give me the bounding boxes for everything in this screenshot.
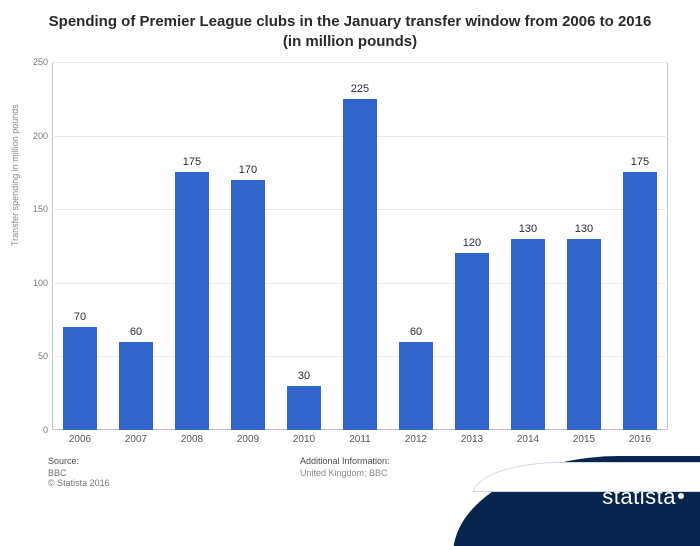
y-tick-label: 100 (28, 278, 48, 288)
x-tick-label: 2010 (276, 434, 332, 445)
bar-value-label: 175 (623, 156, 658, 168)
source-value: BBC (48, 468, 110, 478)
x-tick-label: 2016 (612, 434, 668, 445)
bar-value-label: 70 (63, 311, 98, 323)
x-tick-label: 2015 (556, 434, 612, 445)
bar-value-label: 175 (175, 156, 210, 168)
bar: 170 (231, 180, 266, 430)
y-tick-label: 50 (28, 351, 48, 361)
y-tick-label: 0 (28, 425, 48, 435)
bar: 30 (287, 386, 322, 430)
logo-dot-icon (678, 493, 684, 499)
x-tick-label: 2006 (52, 434, 108, 445)
bar-value-label: 170 (231, 164, 266, 176)
bar: 130 (567, 239, 602, 430)
x-tick-label: 2012 (388, 434, 444, 445)
additional-info-value: United Kingdom; BBC (300, 468, 390, 478)
x-tick-label: 2008 (164, 434, 220, 445)
bars-container: 70601751703022560120130130175 (52, 62, 668, 430)
y-axis-label: Transfer spending in million pounds (10, 104, 20, 246)
bar: 175 (623, 172, 658, 430)
bar: 70 (63, 327, 98, 430)
bar: 175 (175, 172, 210, 430)
x-tick-label: 2007 (108, 434, 164, 445)
additional-info-footer: Additional Information: United Kingdom; … (300, 456, 390, 478)
bar: 60 (119, 342, 154, 430)
bar: 60 (399, 342, 434, 430)
source-label: Source: (48, 456, 110, 466)
bar-value-label: 130 (511, 223, 546, 235)
statista-logo: statista (602, 484, 684, 510)
y-tick-label: 200 (28, 131, 48, 141)
bar-value-label: 130 (567, 223, 602, 235)
bar-value-label: 225 (343, 83, 378, 95)
bar-value-label: 60 (119, 326, 154, 338)
bar-value-label: 120 (455, 237, 490, 249)
bar: 120 (455, 253, 490, 430)
logo-text: statista (602, 484, 676, 509)
chart-title: Spending of Premier League clubs in the … (0, 0, 700, 55)
x-tick-label: 2011 (332, 434, 388, 445)
bar: 130 (511, 239, 546, 430)
x-tick-label: 2013 (444, 434, 500, 445)
source-footer: Source: BBC © Statista 2016 (48, 456, 110, 488)
y-tick-label: 150 (28, 204, 48, 214)
bar: 225 (343, 99, 378, 430)
x-tick-label: 2009 (220, 434, 276, 445)
bar-value-label: 60 (399, 326, 434, 338)
bar-value-label: 30 (287, 370, 322, 382)
y-tick-label: 250 (28, 57, 48, 67)
copyright: © Statista 2016 (48, 478, 110, 488)
additional-info-label: Additional Information: (300, 456, 390, 466)
x-tick-label: 2014 (500, 434, 556, 445)
